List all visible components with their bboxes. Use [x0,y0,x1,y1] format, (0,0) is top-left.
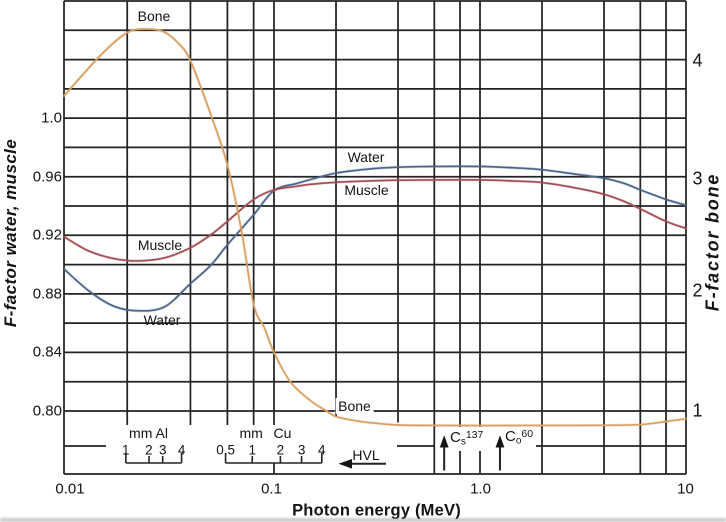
hvl-cu-tick-1: 1 [248,442,257,457]
hvl-scale-al-title: mm Al [129,425,168,441]
hvl-arrow-head [338,459,352,469]
cs137-symbol: C [450,428,461,446]
hvl-al-tick-3: 3 [159,442,167,457]
source-label-co60: Co60 [505,428,533,447]
source-arrow-head-1 [495,435,505,448]
source-arrow-head-0 [439,435,449,448]
y-left-tick-0.80: 0.80 [32,402,62,420]
y-right-tick-2: 2 [692,280,703,301]
y-left-tick-0.92: 0.92 [32,226,62,244]
water-curve [63,165,687,312]
curve-label-muscle-left: Muscle [137,236,183,253]
hvl-cu-tick-4: 4 [318,442,326,457]
hvl-scale-cu-material: Cu [273,425,292,441]
hvl-cu-tick-2: 2 [276,442,285,457]
source-label-cs137: Cs137 [450,429,483,448]
bone-curve [63,28,687,427]
y-right-tick-3: 3 [692,168,703,189]
co60-symbol: C [505,428,516,445]
y-axis-left-title: F-factor water, muscle [1,138,20,328]
x-axis-title: Photon energy (MeV) [292,501,461,520]
x-tick-0.1: 0.1 [261,480,282,498]
curve-label-bone-bottom: Bone [335,398,374,414]
hvl-al-tick-2: 2 [145,442,153,457]
curve-label-bone-top: Bone [137,7,171,24]
y-right-tick-1: 1 [692,400,703,420]
hvl-scale-cu-unit: mm [239,425,263,441]
y-right-tick-4: 4 [692,50,703,70]
hvl-al-tick-1: 1 [122,442,130,457]
y-left-tick-1.0: 1.0 [41,109,62,127]
hvl-cu-tick-3: 3 [297,442,306,457]
cs137-mass: 137 [465,428,484,441]
curve-label-water-mid: Water [347,149,385,165]
cs137-sub: s [460,436,466,447]
curve-label-water-left: Water [143,311,181,328]
co60-sub: o [515,435,522,447]
curve-label-muscle-mid: Muscle [344,182,389,199]
x-tick-1.0: 1.0 [470,480,491,498]
co60-mass: 60 [521,428,534,440]
hvl-cu-tick-0.5: 0.5 [216,442,235,457]
muscle-curve [63,179,687,262]
y-axis-right-title: F-factor bone [702,172,723,312]
hvl-al-tick-4: 4 [177,442,186,457]
y-left-tick-0.84: 0.84 [32,343,62,361]
y-left-tick-0.96: 0.96 [32,168,62,186]
y-left-tick-0.88: 0.88 [32,285,62,303]
hvl-label: HVL [352,446,380,463]
x-tick-10: 10 [677,480,694,498]
x-tick-0.01: 0.01 [55,480,85,498]
scan-edge-smudge [0,518,726,522]
